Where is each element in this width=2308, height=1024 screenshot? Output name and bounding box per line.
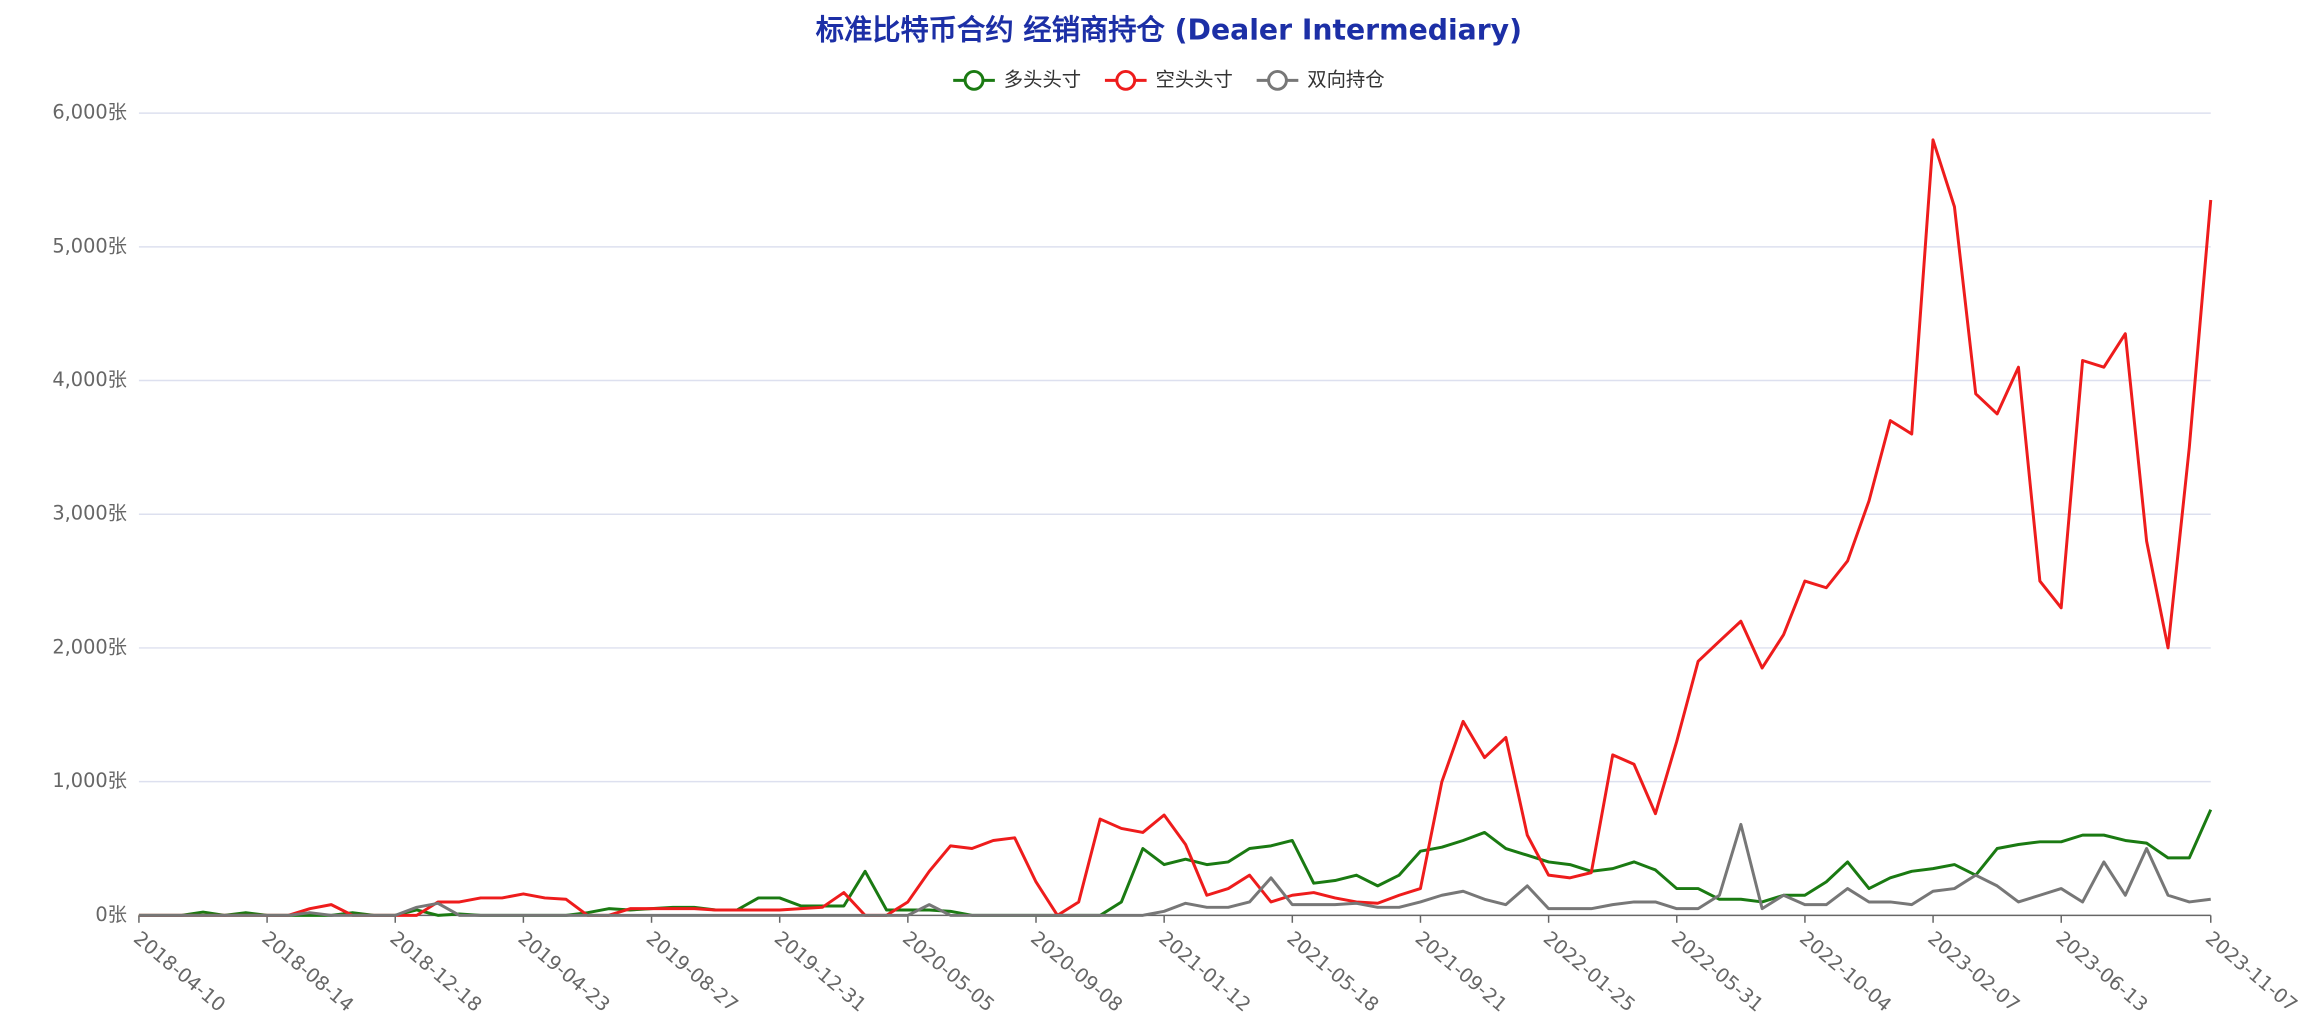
x-tick-label: 2019-08-27 xyxy=(642,927,743,1017)
series-line xyxy=(138,809,2213,917)
legend-swatch xyxy=(1267,69,1288,91)
x-tick-label: 2021-01-12 xyxy=(1154,927,1255,1017)
x-tick-label: 2022-10-04 xyxy=(1795,927,1896,1017)
legend-item: 多头头寸 xyxy=(953,68,1081,91)
legend-label: 多头头寸 xyxy=(1004,68,1081,91)
legend-item: 双向持仓 xyxy=(1256,68,1385,91)
y-tick-label: 0张 xyxy=(95,903,127,926)
x-tick-label: 2022-05-31 xyxy=(1667,927,1768,1017)
legend-label: 空头头寸 xyxy=(1156,68,1233,91)
x-tick-label: 2019-04-23 xyxy=(514,927,615,1017)
x-tick-label: 2022-01-25 xyxy=(1539,927,1640,1017)
x-tick-label: 2018-12-18 xyxy=(386,927,487,1017)
y-tick-label: 4,000张 xyxy=(52,368,127,391)
x-tick-label: 2021-05-18 xyxy=(1283,927,1384,1017)
y-tick-label: 2,000张 xyxy=(52,635,127,658)
x-tick-label: 2020-09-08 xyxy=(1026,927,1127,1017)
legend-swatch xyxy=(963,69,985,91)
y-tick-label: 3,000张 xyxy=(52,502,127,525)
y-tick-label: 6,000张 xyxy=(52,101,127,124)
series-line xyxy=(138,822,2211,917)
x-tick-label: 2023-02-07 xyxy=(1923,927,2024,1017)
y-tick-label: 1,000张 xyxy=(52,769,127,792)
legend-swatch xyxy=(1115,69,1137,91)
x-tick-label: 2019-12-31 xyxy=(770,927,871,1017)
x-tick-label: 2018-04-10 xyxy=(129,927,230,1017)
x-tick-label: 2023-06-13 xyxy=(2052,927,2153,1017)
x-tick-label: 2021-09-21 xyxy=(1411,927,1512,1017)
y-tick-label: 5,000张 xyxy=(52,234,127,257)
legend: 多头头寸 空头头寸 双向持仓 xyxy=(953,68,1385,91)
chart-title: 标准比特币合约 经销商持仓 (Dealer Intermediary) xyxy=(816,13,1522,46)
x-tick-label: 2023-11-07 xyxy=(2201,927,2302,1017)
legend-label: 双向持仓 xyxy=(1307,68,1384,91)
series-line xyxy=(138,138,2213,917)
legend-item: 空头头寸 xyxy=(1104,68,1233,91)
x-tick-label: 2018-08-14 xyxy=(257,927,358,1017)
x-tick-label: 2020-05-05 xyxy=(898,927,999,1017)
